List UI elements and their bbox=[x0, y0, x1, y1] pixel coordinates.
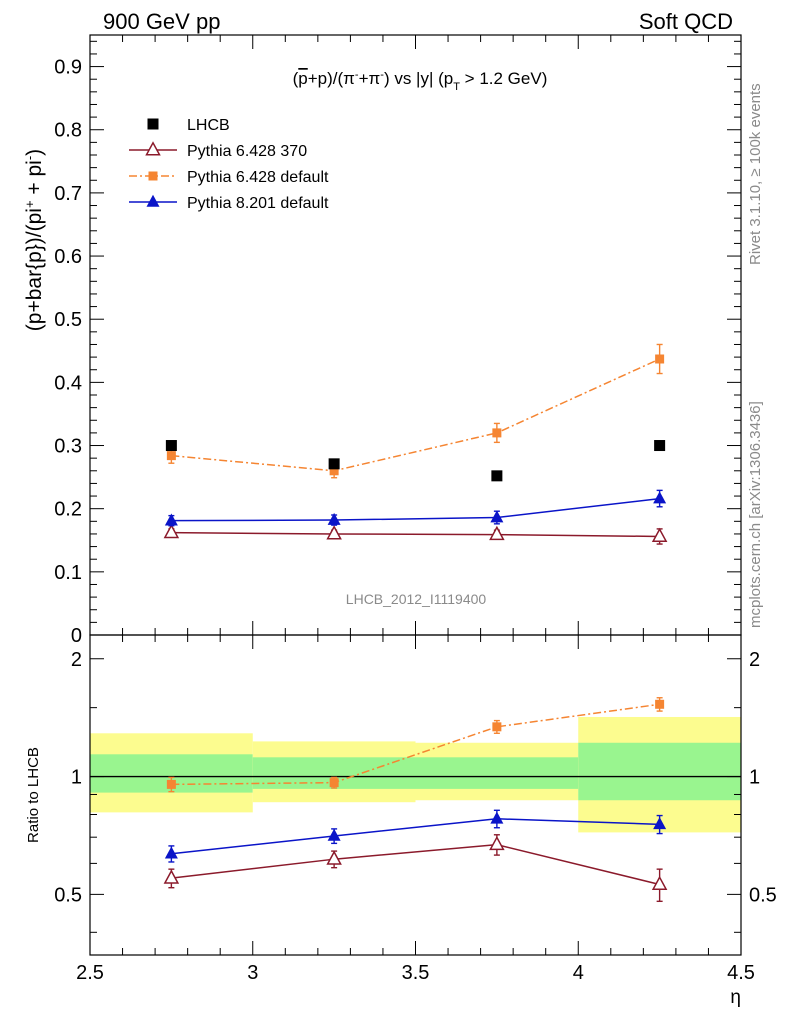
legend-marker bbox=[145, 141, 161, 156]
series-pythia-6-428-370 bbox=[163, 523, 668, 545]
data-point bbox=[165, 440, 177, 452]
series-pythia-8-201-default bbox=[164, 489, 667, 527]
series-line-pythia-6-428-370 bbox=[171, 531, 660, 538]
series-lhcb bbox=[165, 440, 666, 482]
data-point bbox=[655, 354, 665, 364]
ratio-panel: 2.5 3 3.5 4 4.5 0.5 0.5 1 1 2 2 Ratio to LHCB η bbox=[25, 634, 777, 1008]
series-line-pythia-8-201-default bbox=[171, 818, 660, 855]
ratio-series-layer bbox=[163, 697, 668, 903]
data-point bbox=[654, 440, 666, 452]
data-point bbox=[163, 523, 180, 539]
main-panel: 0 0.1 0.2 0.3 0.4 0.5 0.6 0.7 0.8 0.9 (p+p)/(π-+π… bbox=[22, 34, 742, 647]
main-y-axis-label: (p+bar{p})/(pi+ + pi-) bbox=[22, 149, 47, 331]
y-tick-label: 0.3 bbox=[54, 436, 82, 458]
data-point bbox=[329, 466, 339, 476]
legend-item-pythia-6-428-default: Pythia 6.428 default bbox=[129, 169, 329, 186]
y-tick-label-right: 1 bbox=[749, 767, 760, 789]
main-title: (p+p)/(π-+π-) vs |y| (pT > 1.2 GeV) bbox=[293, 69, 548, 93]
legend-label: LHCB bbox=[187, 117, 230, 134]
x-tick-label: 4.5 bbox=[727, 962, 755, 984]
ratio-axes: 2.5 3 3.5 4 4.5 0.5 0.5 1 1 2 2 bbox=[54, 634, 777, 984]
legend-label: Pythia 6.428 default bbox=[187, 169, 329, 186]
y-tick-label: 0.1 bbox=[54, 562, 82, 584]
legend-label: Pythia 6.428 370 bbox=[187, 143, 307, 160]
data-point bbox=[166, 779, 176, 789]
data-point bbox=[651, 875, 668, 891]
data-point bbox=[492, 722, 502, 732]
data-point bbox=[327, 512, 341, 525]
legend-item-lhcb: LHCB bbox=[147, 117, 230, 134]
series-pythia-6-428-370 bbox=[163, 834, 668, 903]
data-point bbox=[491, 470, 503, 482]
data-point bbox=[326, 850, 342, 865]
ratio-y-axis-label: Ratio to LHCB bbox=[25, 747, 42, 843]
series-pythia-6-428-default bbox=[166, 697, 665, 793]
data-point bbox=[164, 513, 178, 526]
y-tick-label: 0.5 bbox=[54, 884, 82, 906]
main-axes: 0 0.1 0.2 0.3 0.4 0.5 0.6 0.7 0.8 0.9 bbox=[54, 34, 742, 647]
rivet-label: Rivet 3.1.10, ≥ 100k events bbox=[747, 83, 764, 265]
inner-uncertainty-band bbox=[415, 757, 579, 789]
y-tick-label: 0.4 bbox=[54, 372, 82, 394]
data-point bbox=[327, 828, 341, 841]
main-series-layer bbox=[163, 343, 668, 545]
analysis-watermark: LHCB_2012_I1119400 bbox=[346, 591, 487, 607]
series-pythia-6-428-default bbox=[166, 343, 665, 479]
ratio-uncertainty-bands bbox=[90, 716, 741, 833]
data-point bbox=[651, 527, 668, 543]
data-point bbox=[489, 525, 505, 541]
y-tick-label: 0.7 bbox=[54, 183, 82, 205]
series-line-pythia-6-428-default bbox=[171, 703, 660, 786]
series-pythia-8-201-default bbox=[164, 809, 667, 863]
data-point bbox=[653, 491, 667, 504]
x-tick-label: 3.5 bbox=[402, 962, 430, 984]
y-tick-label: 0.2 bbox=[54, 499, 82, 521]
legend: LHCB Pythia 6.428 370 Pythia 6.428 default… bbox=[129, 117, 329, 212]
y-tick-label-right: 2 bbox=[749, 649, 760, 671]
data-point bbox=[653, 817, 667, 830]
legend-marker bbox=[147, 118, 159, 130]
data-point bbox=[328, 458, 340, 470]
legend-marker bbox=[148, 171, 158, 181]
legend-item-pythia-8-201-default: Pythia 8.201 default bbox=[129, 194, 329, 212]
series-line-pythia-8-201-default bbox=[171, 497, 660, 522]
y-tick-label-right: 0.5 bbox=[749, 884, 777, 906]
x-tick-label: 3 bbox=[247, 962, 258, 984]
data-point bbox=[489, 835, 505, 851]
y-tick-label: 0.9 bbox=[54, 57, 82, 79]
data-point bbox=[329, 778, 339, 788]
legend-item-pythia-6-428-370: Pythia 6.428 370 bbox=[129, 141, 307, 160]
data-point bbox=[655, 699, 665, 709]
data-point bbox=[490, 811, 504, 824]
data-point bbox=[326, 525, 342, 540]
y-tick-label: 0.5 bbox=[54, 309, 82, 331]
mcplots-label: mcplots.cern.ch [arXiv:1306.3436] bbox=[747, 401, 764, 628]
x-tick-label: 4 bbox=[573, 962, 584, 984]
data-point bbox=[164, 846, 178, 859]
y-tick-label: 0.8 bbox=[54, 120, 82, 142]
y-tick-label: 0 bbox=[71, 625, 82, 647]
inner-uncertainty-band bbox=[578, 742, 741, 801]
x-tick-label: 2.5 bbox=[76, 962, 104, 984]
series-line-pythia-6-428-370 bbox=[171, 843, 660, 886]
x-axis-label: η bbox=[730, 987, 741, 1008]
y-tick-label: 1 bbox=[71, 767, 82, 789]
header-left: 900 GeV pp bbox=[103, 9, 220, 34]
data-point bbox=[490, 510, 504, 523]
series-line-pythia-6-428-default bbox=[171, 358, 660, 472]
data-point bbox=[166, 451, 176, 461]
y-tick-label: 0.6 bbox=[54, 246, 82, 268]
legend-marker bbox=[146, 194, 160, 207]
data-point bbox=[492, 428, 502, 438]
data-point bbox=[163, 869, 180, 884]
y-tick-label: 2 bbox=[71, 649, 82, 671]
legend-label: Pythia 8.201 default bbox=[187, 195, 329, 212]
header-right: Soft QCD bbox=[639, 9, 733, 34]
